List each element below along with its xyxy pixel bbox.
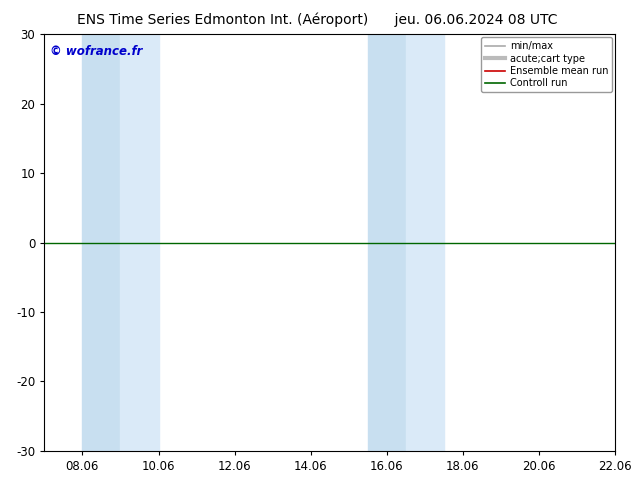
Bar bbox=[406, 34, 444, 451]
Legend: min/max, acute;cart type, Ensemble mean run, Controll run: min/max, acute;cart type, Ensemble mean … bbox=[481, 37, 612, 92]
Bar bbox=[368, 34, 406, 451]
Text: ENS Time Series Edmonton Int. (Aéroport)      jeu. 06.06.2024 08 UTC: ENS Time Series Edmonton Int. (Aéroport)… bbox=[77, 12, 557, 27]
Text: © wofrance.fr: © wofrance.fr bbox=[50, 45, 143, 58]
Bar bbox=[82, 34, 120, 451]
Bar bbox=[120, 34, 158, 451]
